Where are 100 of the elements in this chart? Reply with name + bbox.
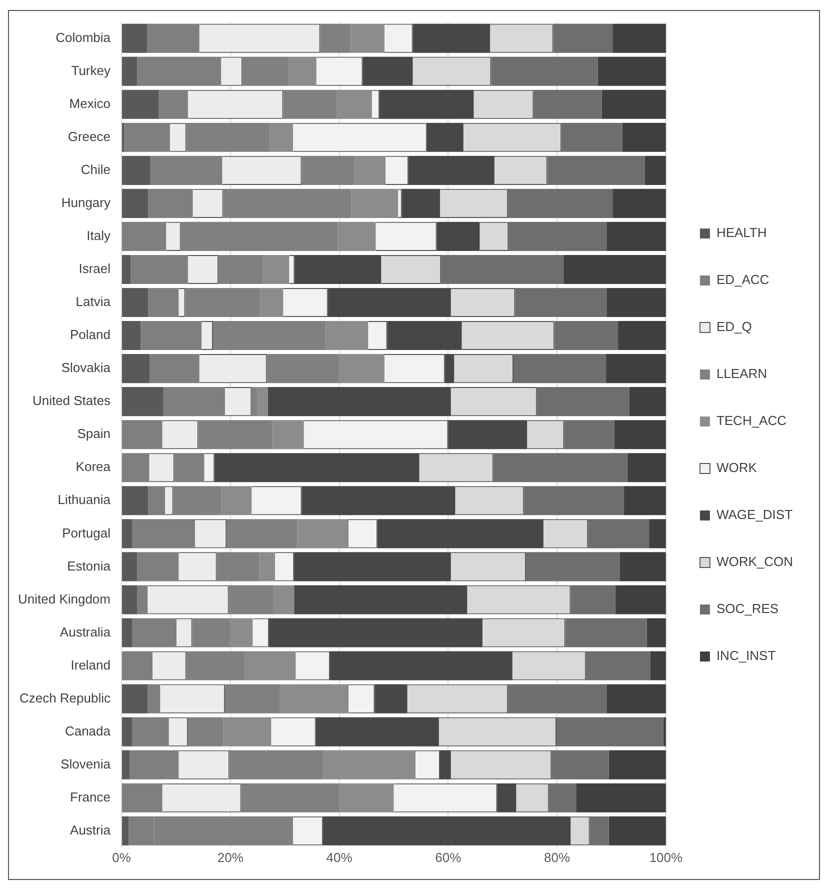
- bar: [122, 420, 162, 450]
- bar: [316, 717, 439, 746]
- bar: [158, 90, 188, 119]
- bar: [606, 288, 666, 318]
- y-tick-label: Colombia: [56, 30, 112, 45]
- bar: [606, 684, 666, 714]
- x-tick-label: 60%: [435, 850, 462, 865]
- y-tick-label: Portugal: [62, 525, 111, 540]
- bar: [322, 816, 571, 846]
- bar: [122, 618, 132, 648]
- bar: [122, 188, 148, 218]
- bar: [387, 321, 462, 350]
- bar: [650, 651, 666, 680]
- bar: [122, 24, 148, 53]
- bar: [380, 90, 474, 119]
- bar: [122, 354, 150, 384]
- legend-label: INC_INST: [716, 648, 776, 664]
- bar: [565, 618, 647, 648]
- bar: [137, 552, 179, 582]
- bar: [214, 453, 420, 482]
- bar: [130, 750, 179, 780]
- bar: [614, 420, 666, 450]
- legend-label: WAGE_DIST: [716, 507, 793, 522]
- y-tick-label: Canada: [64, 723, 112, 738]
- legend-label: TECH_ACC: [716, 413, 787, 428]
- y-tick-label: Israel: [78, 261, 111, 276]
- bar: [590, 816, 609, 846]
- y-tick-label: Poland: [70, 327, 110, 342]
- bar: [644, 156, 666, 185]
- bar: [553, 24, 613, 53]
- bar: [148, 288, 179, 318]
- y-tick-label: Chile: [80, 162, 110, 177]
- legend-label: ED_ACC: [716, 272, 770, 288]
- bar: [649, 519, 666, 548]
- bar: [436, 222, 480, 251]
- bar: [441, 254, 564, 284]
- bar: [646, 618, 666, 648]
- bar: [174, 453, 204, 482]
- bar: [497, 783, 516, 812]
- bar: [570, 585, 616, 614]
- bar: [294, 254, 382, 284]
- bar: [586, 651, 650, 680]
- bar: [491, 56, 598, 86]
- bar: [561, 122, 622, 152]
- bar: [122, 783, 162, 812]
- bar: [132, 618, 176, 648]
- y-tick-label: Estonia: [67, 558, 112, 574]
- bar: [612, 188, 666, 218]
- bar: [137, 56, 222, 86]
- bar: [618, 321, 666, 350]
- bar: [132, 519, 195, 548]
- bar: [132, 717, 169, 746]
- bar: [608, 816, 666, 846]
- bar: [547, 156, 645, 185]
- y-tick-label: Latvia: [76, 294, 112, 310]
- bar: [122, 552, 138, 582]
- bar: [377, 519, 544, 548]
- bar: [564, 254, 666, 284]
- bar: [294, 552, 451, 582]
- bar: [612, 24, 666, 53]
- bar: [508, 684, 607, 714]
- bar: [444, 354, 454, 384]
- y-tick-label: Slovenia: [60, 756, 112, 772]
- bar: [534, 90, 602, 119]
- bar: [513, 354, 606, 384]
- bar: [328, 288, 451, 318]
- bar: [624, 486, 666, 516]
- y-tick-label: Turkey: [71, 62, 111, 78]
- y-tick-label: Slovakia: [61, 360, 112, 376]
- bar: [588, 519, 650, 548]
- bar: [408, 156, 494, 185]
- legend-label: WORK: [716, 460, 758, 476]
- bar: [137, 585, 148, 614]
- bar: [608, 750, 666, 780]
- y-tick-label: Korea: [76, 459, 112, 474]
- bar: [122, 254, 131, 284]
- bar: [163, 387, 225, 416]
- bar: [362, 56, 413, 86]
- bar: [122, 750, 130, 780]
- bar: [330, 651, 512, 680]
- bar: [615, 585, 666, 614]
- legend-label: WORK_CON: [716, 554, 794, 570]
- legend-label: HEALTH: [716, 225, 767, 240]
- bar: [526, 552, 620, 582]
- bar: [122, 453, 150, 482]
- bar: [602, 90, 666, 119]
- bar: [130, 254, 188, 284]
- y-tick-label: Australia: [60, 624, 112, 640]
- bar: [552, 750, 609, 780]
- bar: [302, 486, 456, 516]
- bar: [556, 717, 664, 746]
- bar: [576, 783, 666, 812]
- bar: [148, 684, 160, 714]
- bar: [122, 519, 132, 548]
- bar: [122, 816, 129, 846]
- bar: [548, 783, 576, 812]
- bar: [622, 122, 666, 152]
- bar: [140, 321, 202, 350]
- legend-label: SOC_RES: [716, 601, 779, 616]
- bar: [554, 321, 618, 350]
